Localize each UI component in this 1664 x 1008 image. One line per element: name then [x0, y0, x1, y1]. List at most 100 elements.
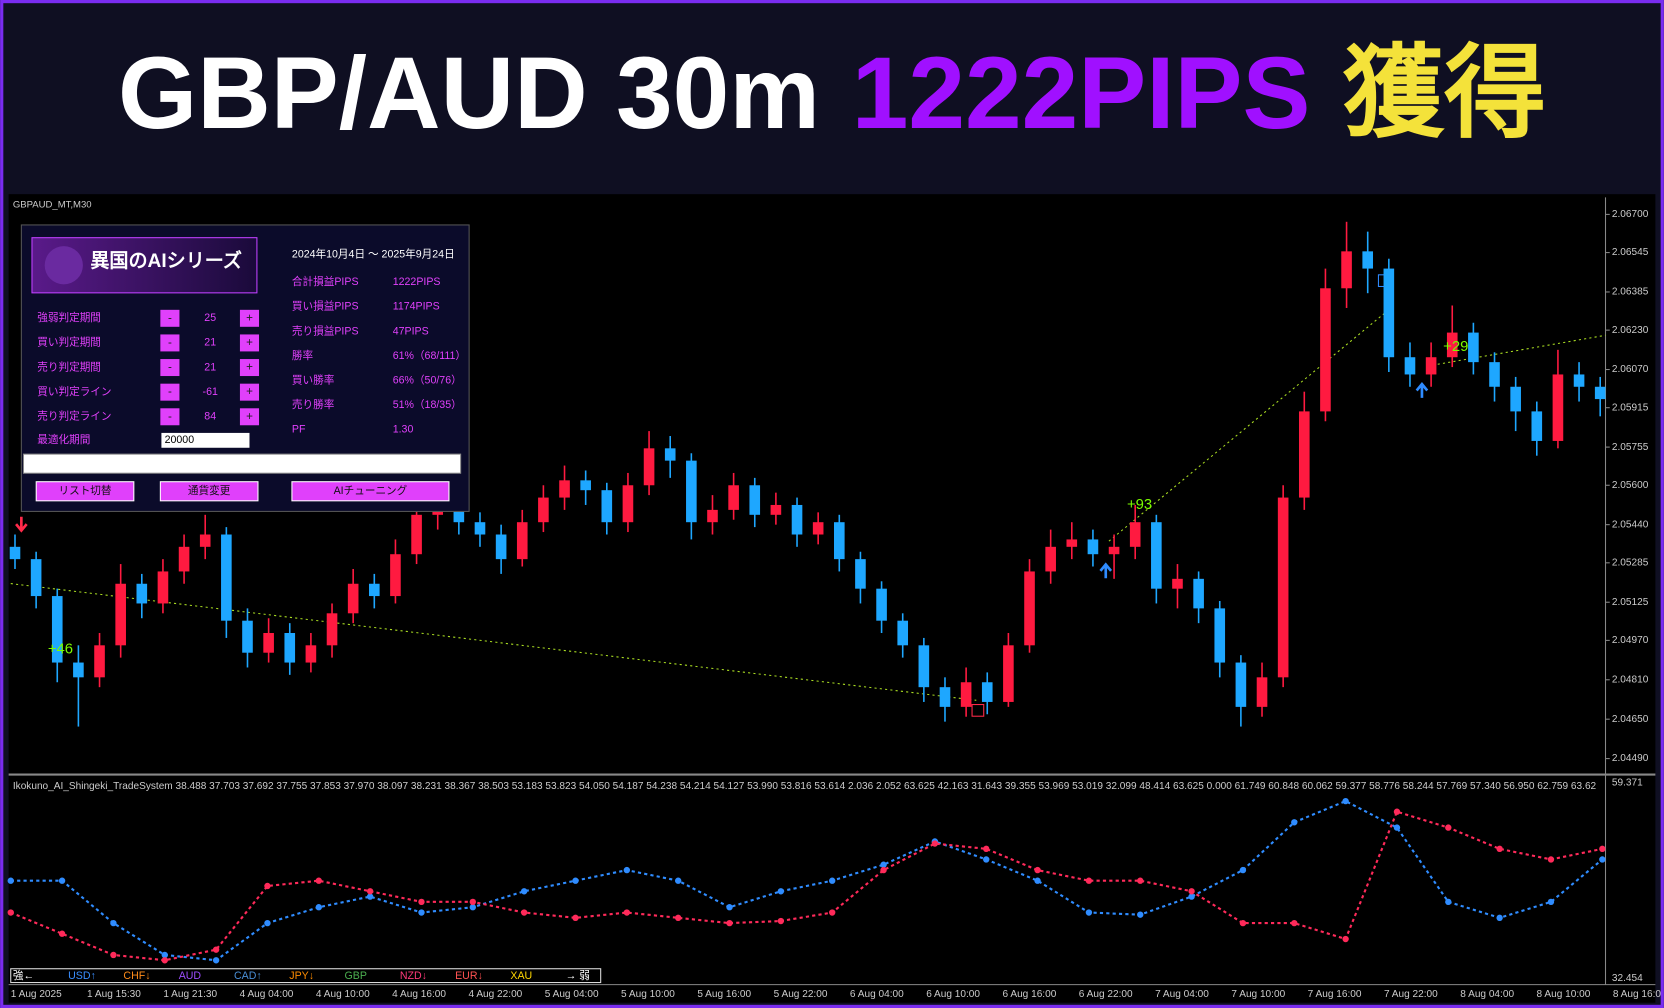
indicator-dot	[110, 951, 117, 959]
indicator-dot	[777, 888, 785, 895]
param-label: 売り判定ライン	[37, 410, 111, 423]
button[interactable]	[291, 481, 450, 502]
legend-entry: XAU	[510, 970, 532, 982]
candle-body	[1235, 662, 1247, 707]
indicator-dot	[1342, 797, 1349, 805]
candle-body	[559, 480, 570, 498]
indicator-dot	[1034, 877, 1041, 884]
plus-button[interactable]	[239, 309, 260, 327]
stat-value: 1174PIPS	[393, 301, 440, 313]
candle-body	[1531, 411, 1543, 441]
x-tick-label: 5 Aug 04:00	[545, 989, 599, 1000]
minus-button[interactable]	[160, 334, 180, 352]
candle-body	[1404, 357, 1416, 375]
legend-box	[10, 968, 602, 984]
indicator-dot	[1239, 866, 1247, 874]
headline-gain: 獲得	[1342, 36, 1546, 150]
indicator-dot	[674, 877, 682, 884]
param-label: 売り判定期間	[37, 360, 101, 373]
x-tick-label: 5 Aug 16:00	[697, 989, 751, 1000]
y-tick-label: 2.05125	[1612, 597, 1649, 608]
optimize-label: 最適化期間	[37, 433, 90, 446]
candle-body	[1087, 539, 1099, 555]
indicator-dot	[1547, 856, 1555, 863]
indicator-dot	[315, 877, 322, 884]
x-tick-label: 1 Aug 2025	[11, 989, 62, 1000]
indicator-dot	[366, 888, 374, 895]
candle-body	[1108, 546, 1120, 555]
minus-label: -	[168, 336, 172, 349]
minus-button[interactable]	[160, 408, 180, 426]
indicator-line	[10, 799, 1604, 962]
param-value: 21	[204, 337, 216, 349]
candle-body	[1214, 608, 1226, 663]
trend-line	[1427, 334, 1606, 367]
stat-value: 61%（68/111）	[393, 349, 466, 362]
indicator-dot	[1496, 914, 1503, 922]
indicator-dot	[623, 866, 631, 874]
text-input[interactable]	[22, 453, 462, 474]
param-label: 買い判定期間	[37, 336, 101, 349]
candle-body	[30, 559, 42, 597]
indicator-dot	[983, 845, 990, 853]
minus-button[interactable]	[160, 359, 180, 377]
plus-label: +	[246, 385, 253, 398]
button[interactable]	[35, 481, 135, 502]
candle-body	[94, 645, 105, 678]
x-tick-label: 6 Aug 22:00	[1079, 989, 1133, 1000]
candle-body	[1298, 411, 1310, 498]
indicator-dot	[520, 888, 528, 895]
button-label: 通貨変更	[188, 484, 231, 497]
stat-value: 66%（50/76）	[393, 374, 462, 387]
symbol-label: GBPAUD_MT,M30	[13, 199, 92, 210]
candle-body	[1594, 386, 1606, 400]
candle-body	[390, 554, 401, 597]
minus-label: -	[168, 410, 172, 423]
headline-pips: 1222PIPS	[852, 36, 1311, 150]
stat-label: 合計損益PIPS	[292, 275, 359, 288]
indicator-dot	[1393, 824, 1401, 831]
plus-button[interactable]	[239, 359, 260, 377]
y-tick-label: 2.04810	[1612, 674, 1649, 685]
minus-button[interactable]	[160, 383, 180, 401]
legend-entry: GBP	[345, 970, 367, 982]
candle-body	[411, 514, 422, 555]
y-tick-label: 2.05755	[1612, 442, 1649, 453]
candle-body	[876, 588, 887, 621]
indicator-dot	[418, 898, 425, 906]
param-value: 21	[204, 361, 216, 373]
x-tick-label: 8 Aug 04:00	[1460, 989, 1514, 1000]
minus-label: -	[168, 311, 172, 324]
stat-label: 売り勝率	[292, 398, 335, 411]
plus-button[interactable]	[239, 334, 260, 352]
profit-label: +29	[1443, 339, 1468, 355]
candle-body	[1425, 357, 1437, 375]
x-tick-label: 4 Aug 10:00	[316, 989, 370, 1000]
param-value: -61	[203, 386, 218, 398]
x-tick-label: 8 Aug 10:00	[1537, 989, 1591, 1000]
button[interactable]	[159, 481, 259, 502]
plus-button[interactable]	[239, 383, 260, 401]
indicator-dot	[1085, 909, 1093, 916]
stat-label: 売り損益PIPS	[292, 324, 359, 337]
candle-body	[1320, 288, 1331, 412]
headline-pair: GBP/AUD 30m	[118, 36, 820, 150]
stat-label: PF	[292, 424, 306, 436]
x-tick-label: 5 Aug 10:00	[621, 989, 675, 1000]
indicator-dot	[1342, 935, 1349, 943]
candle-body	[897, 620, 909, 646]
minus-button[interactable]	[160, 309, 180, 327]
y-tick-label: 2.05915	[1612, 402, 1649, 413]
legend-entry: CHF↓	[123, 970, 150, 982]
close-marker	[971, 704, 985, 717]
plus-button[interactable]	[239, 408, 260, 426]
stat-value: 1.30	[393, 424, 414, 436]
indicator-dot	[1137, 911, 1144, 918]
profit-label: +93	[1127, 497, 1152, 513]
indicator-dot	[726, 919, 733, 927]
x-tick-label: 5 Aug 22:00	[774, 989, 828, 1000]
legend-entry: USD↑	[68, 970, 96, 982]
optimize-input[interactable]	[161, 432, 250, 448]
x-tick-label: 1 Aug 15:30	[87, 989, 141, 1000]
